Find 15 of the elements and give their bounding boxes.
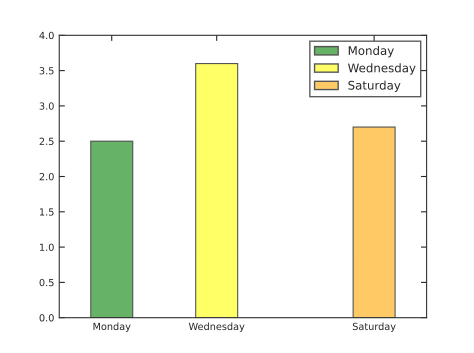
legend-label: Saturday xyxy=(348,80,400,92)
y-tick-label: 3.5 xyxy=(40,67,54,74)
x-tick-label: Monday xyxy=(93,322,131,332)
y-tick-label: 1.5 xyxy=(40,208,54,216)
y-tick-label: 2.5 xyxy=(40,138,54,146)
legend-label: Wednesday xyxy=(348,63,416,75)
legend-label: Monday xyxy=(348,46,394,58)
y-tick-label: 1.0 xyxy=(40,244,54,251)
y-tick-label: 2.0 xyxy=(40,172,54,180)
x-tick-label: Saturday xyxy=(352,322,396,332)
y-tick-label: 0.0 xyxy=(40,314,54,322)
y-tick-label: 0.5 xyxy=(40,278,54,286)
x-tick-label: Wednesday xyxy=(188,322,245,332)
y-tick-label: 4.0 xyxy=(39,32,54,40)
y-tick-label: 3.0 xyxy=(40,102,54,110)
